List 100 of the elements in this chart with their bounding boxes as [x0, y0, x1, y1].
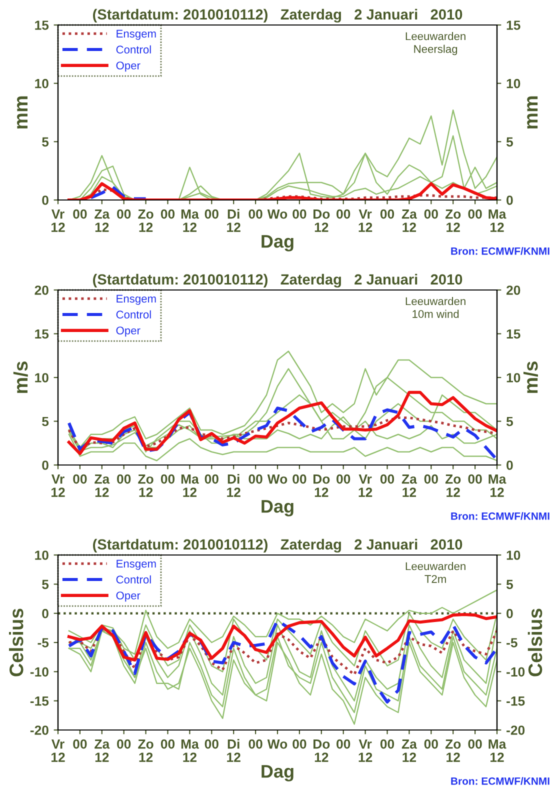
x-tick-label: Zo 12: [445, 474, 461, 497]
x-tick-label: Za 12: [402, 210, 417, 232]
y-tick-label: 0: [42, 196, 48, 205]
x-tick-label: Vr 12: [358, 474, 372, 497]
y2-tick-label: 5: [506, 416, 513, 426]
x-tick-label: Zo 12: [138, 474, 154, 497]
y-tick-label: 10: [35, 373, 48, 382]
x-tick-label: 00: [248, 739, 262, 749]
x-tick-label: Za 12: [94, 474, 110, 497]
y2-axis-title: m/s: [523, 362, 538, 393]
x-tick-label: Di 12: [227, 474, 240, 497]
x-tick-label: Do 12: [313, 474, 330, 497]
x-tick-label: 00: [248, 209, 262, 219]
y2-tick-label: 20: [506, 286, 520, 295]
x-axis-title: Dag: [262, 500, 294, 516]
x-tick-label: 00: [73, 739, 87, 749]
annotation: Leeuwarden T2m: [406, 562, 466, 583]
x-tick-label: Di 12: [227, 209, 240, 232]
y-tick-label: -5: [38, 638, 49, 648]
x-tick-label: 00: [160, 474, 175, 484]
legend-label: Control: [116, 310, 151, 319]
x-tick-label: Ma 12: [181, 740, 199, 762]
y-tick-label: 0: [42, 608, 48, 618]
legend-label: Ensgem: [116, 560, 156, 570]
x-tick-label: 00: [468, 209, 482, 219]
y2-tick-label: 5: [506, 137, 513, 147]
x-tick-label: 00: [468, 474, 482, 484]
x-tick-label: 00: [380, 474, 394, 484]
x-tick-label: 00: [292, 474, 306, 484]
y-tick-label: 5: [42, 416, 49, 426]
x-tick-label: Ma 12: [488, 210, 506, 232]
y-tick-label: 10: [35, 550, 48, 560]
y2-tick-label: 10: [506, 78, 520, 88]
x-tick-label: 00: [73, 474, 87, 484]
y-axis-title: m/s: [13, 362, 28, 393]
x-tick-label: Vr 12: [358, 740, 372, 762]
x-tick-label: 00: [424, 739, 438, 749]
y-tick-label: 15: [35, 329, 49, 339]
y-tick-label: 15: [35, 20, 49, 30]
legend-label: Control: [116, 575, 151, 584]
y-tick-label: -20: [30, 726, 48, 735]
legend-label: Oper: [116, 592, 140, 602]
y2-axis-title: Celsius: [528, 608, 542, 676]
legend-label: Control: [116, 45, 151, 54]
x-tick-label: 00: [292, 209, 306, 219]
x-tick-label: 00: [336, 474, 350, 484]
y-axis-title: Celsius: [9, 608, 24, 676]
x-tick-label: Wo: [267, 740, 288, 749]
x-tick-label: Ma 12: [181, 210, 199, 232]
text: Bron: ECMWF/KNMI: [451, 247, 550, 255]
legend-label: Oper: [116, 62, 140, 72]
x-tick-label: Za 12: [94, 740, 110, 762]
chart-title: (Startdatum: 2010010112) Zaterdag 2 Januari 2010: [93, 8, 462, 23]
y-tick-label: -10: [30, 667, 48, 677]
annotation: Leeuwarden 10m wind: [406, 297, 466, 318]
y2-tick-label: 0: [506, 196, 513, 205]
chart-title: (Startdatum: 2010010112) Zaterdag 2 Januari 2010: [93, 274, 462, 288]
y2-tick-label: -20: [506, 726, 525, 735]
y2-axis-title: mm: [527, 96, 538, 129]
y-tick-label: 0: [42, 460, 48, 470]
y2-tick-label: 0: [506, 460, 513, 470]
x-tick-label: Za 12: [94, 210, 110, 232]
x-tick-label: Za 12: [402, 740, 417, 762]
y2-tick-label: 10: [506, 373, 520, 382]
x-tick-label: 00: [160, 739, 175, 749]
x-tick-label: Vr 12: [51, 740, 65, 762]
x-tick-label: Zo 12: [138, 740, 154, 762]
legend-label: Ensgem: [116, 30, 156, 40]
x-tick-label: 00: [380, 739, 394, 749]
y-tick-label: 5: [42, 580, 49, 590]
x-tick-label: 00: [204, 739, 218, 749]
y2-tick-label: 15: [506, 20, 520, 30]
y2-tick-label: 15: [506, 329, 520, 339]
y-tick-label: -15: [30, 696, 49, 706]
y-tick-label: 10: [35, 78, 48, 88]
y2-tick-label: 10: [506, 550, 520, 560]
x-tick-label: Ma 12: [181, 474, 199, 497]
x-tick-label: 00: [292, 739, 306, 749]
y-tick-label: 20: [34, 286, 48, 295]
x-tick-label: 00: [336, 209, 350, 219]
x-tick-label: Vr 12: [358, 210, 372, 232]
x-tick-label: Ma 12: [488, 474, 506, 497]
x-tick-label: Vr 12: [51, 474, 65, 497]
x-tick-label: 00: [248, 474, 262, 484]
x-tick-label: Di 12: [227, 739, 240, 762]
annotation: Leeuwarden Neerslag: [406, 32, 466, 56]
x-tick-label: Wo: [267, 474, 288, 484]
x-tick-label: Zo 12: [138, 210, 154, 232]
x-tick-label: 00: [424, 474, 438, 484]
x-tick-label: 00: [468, 739, 482, 749]
y-tick-label: 5: [42, 137, 49, 147]
x-tick-label: 00: [336, 739, 350, 749]
text: Bron: ECMWF/KNMI: [451, 777, 550, 785]
x-tick-label: Do 12: [313, 210, 330, 232]
x-tick-label: Zo 12: [445, 210, 461, 232]
x-tick-label: 00: [380, 209, 394, 219]
x-tick-label: 00: [204, 209, 218, 219]
x-tick-label: 00: [160, 209, 175, 219]
x-tick-label: Za 12: [402, 474, 417, 497]
x-tick-label: Vr 12: [51, 210, 65, 232]
